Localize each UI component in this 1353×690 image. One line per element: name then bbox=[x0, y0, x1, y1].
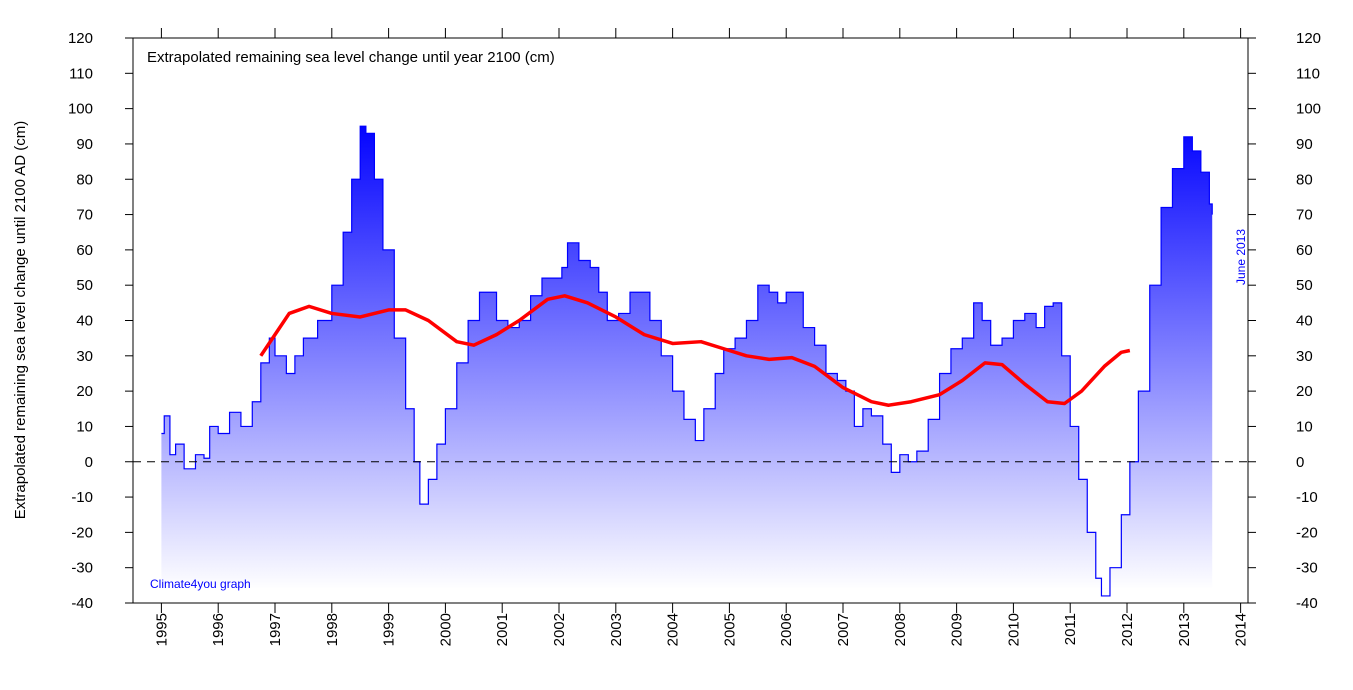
y-tick-label: 30 bbox=[76, 348, 93, 365]
plot-area bbox=[133, 125, 1248, 597]
date-note: June 2013 bbox=[1234, 229, 1248, 285]
y-tick-label: 60 bbox=[76, 242, 93, 259]
credit: Climate4you graph bbox=[150, 577, 251, 591]
x-tick-label: 1995 bbox=[153, 613, 170, 646]
x-tick-label: 1996 bbox=[210, 613, 227, 646]
x-tick-label: 1997 bbox=[267, 613, 284, 646]
x-tick-label: 1999 bbox=[381, 613, 398, 646]
y2-tick-label: 0 bbox=[1296, 454, 1304, 471]
y-tick-label: 90 bbox=[76, 136, 93, 153]
y2-tick-label: 20 bbox=[1296, 383, 1313, 400]
y2-tick-label: -20 bbox=[1296, 524, 1318, 541]
y-tick-label: 0 bbox=[85, 454, 93, 471]
area-line bbox=[161, 125, 1213, 597]
y-tick-label: 120 bbox=[68, 30, 93, 47]
y-tick-label: -10 bbox=[71, 489, 93, 506]
x-tick-label: 2012 bbox=[1119, 613, 1136, 646]
x-tick-label: 2003 bbox=[608, 613, 625, 646]
y-tick-label: 80 bbox=[76, 171, 93, 188]
x-tick-label: 2000 bbox=[437, 613, 454, 646]
y2-tick-label: 10 bbox=[1296, 418, 1313, 435]
y2-tick-label: 30 bbox=[1296, 348, 1313, 365]
y2-tick-label: 110 bbox=[1296, 65, 1320, 82]
y-tick-label: 50 bbox=[76, 277, 93, 294]
x-tick-label: 2011 bbox=[1062, 613, 1079, 645]
y2-tick-label: 70 bbox=[1296, 207, 1313, 224]
y2-tick-label: 100 bbox=[1296, 101, 1321, 118]
x-tick-label: 2001 bbox=[494, 613, 511, 646]
y2-tick-label: 120 bbox=[1296, 30, 1321, 47]
x-tick-label: 2007 bbox=[835, 613, 852, 646]
y-tick-label: -20 bbox=[71, 524, 93, 541]
y-tick-label: 70 bbox=[76, 207, 93, 224]
x-tick-label: 2004 bbox=[665, 613, 682, 646]
y2-tick-label: -10 bbox=[1296, 489, 1318, 506]
y-tick-label: -40 bbox=[71, 595, 93, 612]
y2-tick-label: 40 bbox=[1296, 313, 1313, 330]
x-tick-label: 2002 bbox=[551, 613, 568, 646]
x-tick-label: 2006 bbox=[778, 613, 795, 646]
y-tick-label: -30 bbox=[71, 560, 93, 577]
y2-tick-label: -30 bbox=[1296, 560, 1318, 577]
y-tick-label: 20 bbox=[76, 383, 93, 400]
x-tick-label: 2009 bbox=[949, 613, 966, 646]
x-tick-label: 2010 bbox=[1005, 613, 1022, 646]
y-tick-label: 100 bbox=[68, 101, 93, 118]
x-tick-label: 2008 bbox=[892, 613, 909, 646]
y-tick-label: 10 bbox=[76, 418, 93, 435]
x-tick-label: 2014 bbox=[1233, 613, 1250, 646]
x-tick-label: 2005 bbox=[721, 613, 738, 646]
y-axis-label: Extrapolated remaining sea level change … bbox=[12, 121, 29, 520]
y-tick-label: 110 bbox=[69, 65, 93, 82]
y-tick-label: 40 bbox=[76, 313, 93, 330]
y2-tick-label: 80 bbox=[1296, 171, 1313, 188]
y2-tick-label: 60 bbox=[1296, 242, 1313, 259]
y2-tick-label: -40 bbox=[1296, 595, 1318, 612]
chart-title: Extrapolated remaining sea level change … bbox=[147, 49, 555, 66]
trend-line bbox=[259, 294, 1131, 407]
y2-tick-label: 90 bbox=[1296, 136, 1313, 153]
area-fill bbox=[161, 126, 1213, 596]
x-tick-label: 1998 bbox=[324, 613, 341, 646]
y2-tick-label: 50 bbox=[1296, 277, 1313, 294]
x-tick-label: 2013 bbox=[1176, 613, 1193, 646]
